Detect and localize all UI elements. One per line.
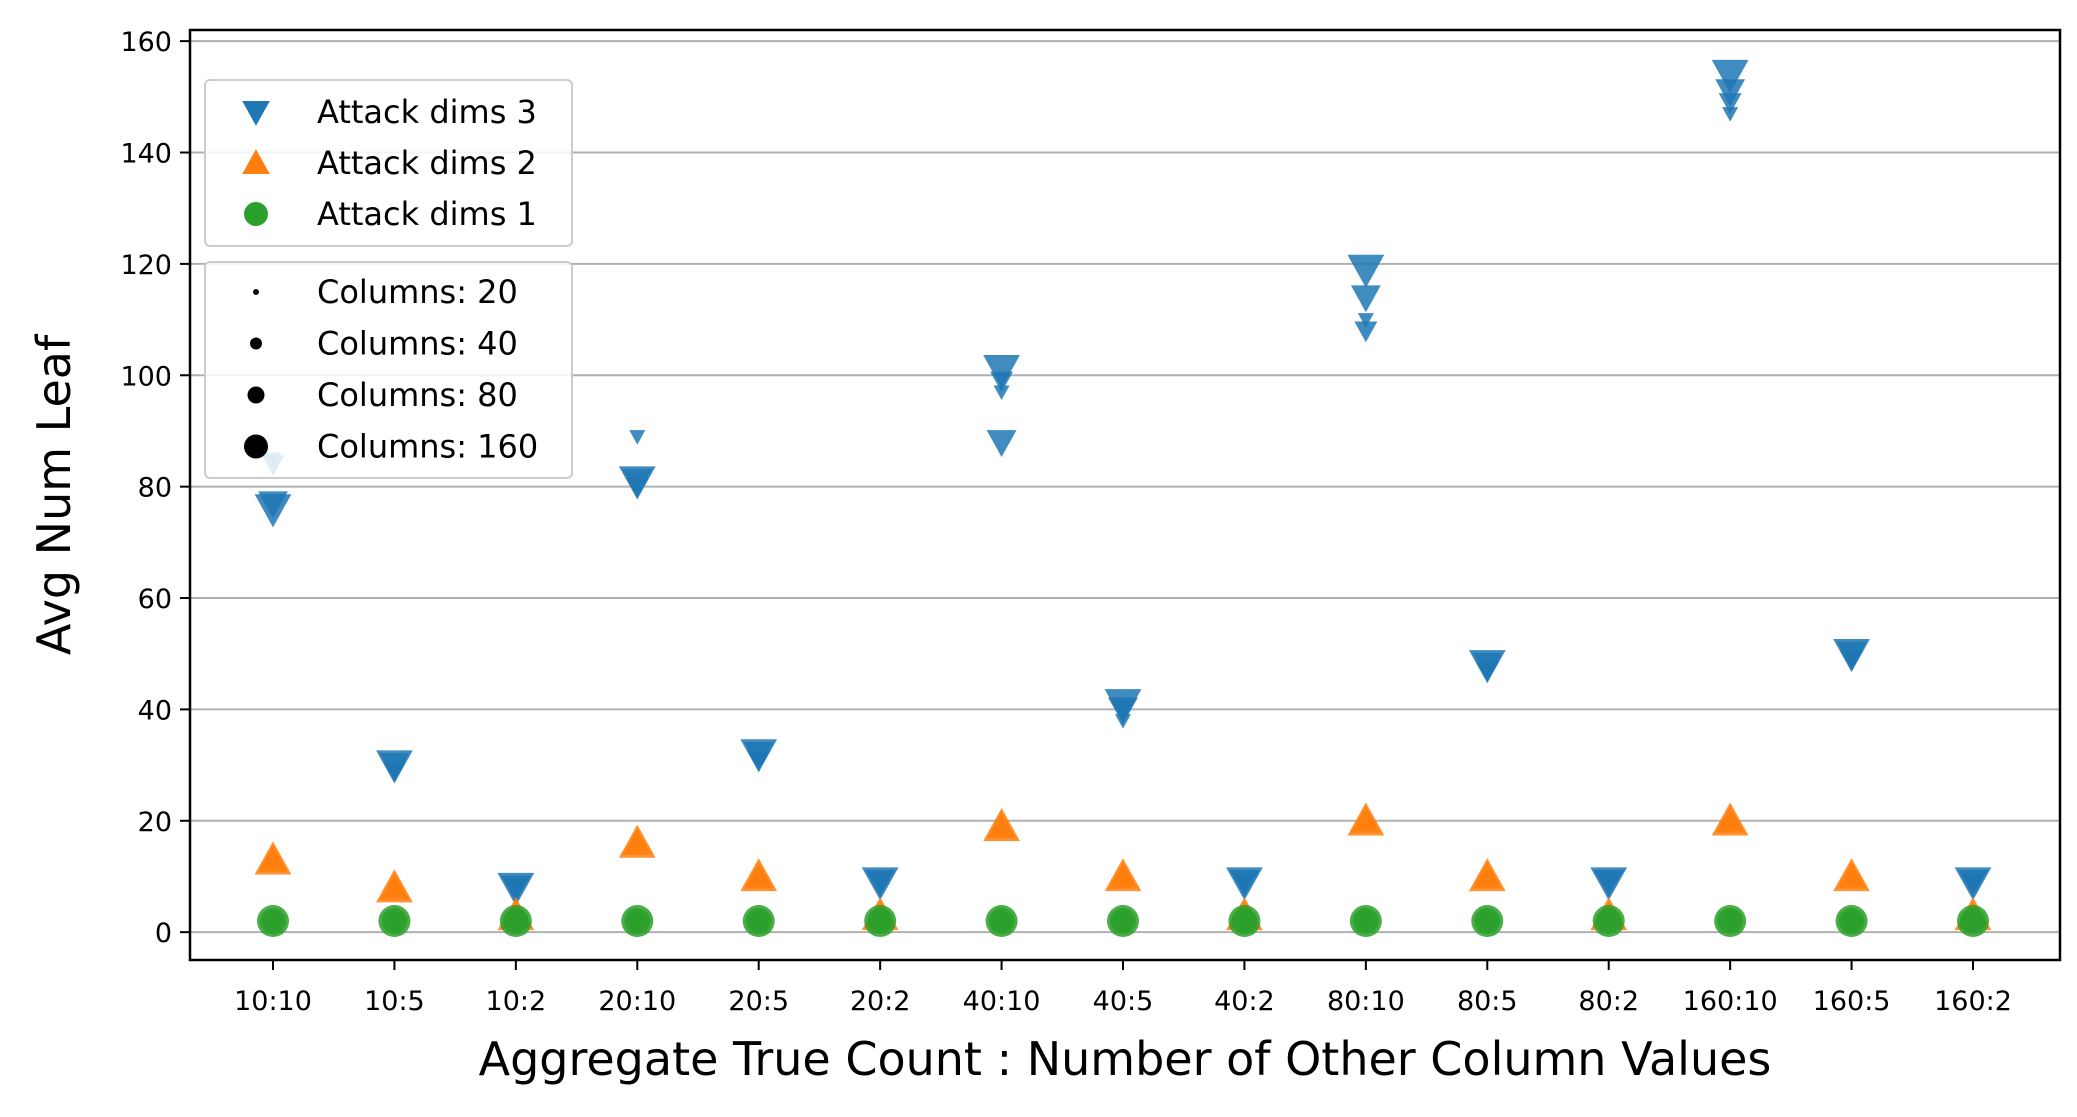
legend-size-marker (244, 434, 268, 459)
x-tick-label-40:2: 40:2 (1214, 986, 1275, 1017)
data-point-attack-dims-1-10-2-c160 (499, 905, 532, 938)
legend-label-size: Columns: 40 (317, 325, 518, 363)
legend-label-size: Columns: 160 (317, 428, 538, 466)
data-point-attack-dims-1-20-10-c160 (621, 905, 654, 938)
x-tick-label-20:10: 20:10 (598, 986, 676, 1017)
x-axis-ticks: 10:10 10:5 10:2 20:10 20:5 20:2 40:10 40:5 40:2 8… (234, 960, 2012, 1017)
y-axis-ticks: 0 20 40 60 80 100 120 140 160 (120, 27, 190, 949)
data-point-attack-dims-3-10-5-c160 (376, 750, 413, 784)
x-tick-label-20:2: 20:2 (850, 986, 911, 1017)
data-point-attack-dims-2-160-10-c160 (1711, 802, 1749, 836)
data-point-attack-dims-3-160-5-c160 (1833, 638, 1870, 673)
legend-label-series: Attack dims 2 (317, 144, 537, 182)
x-tick-label-160:10: 160:10 (1683, 986, 1778, 1017)
data-point-attack-dims-3-40-2-c160 (1226, 867, 1263, 901)
legend-sizes: Columns: 20 Columns: 40 Columns: 80 Columns… (204, 261, 573, 479)
legend-size-marker (253, 289, 259, 295)
x-tick-label-160:2: 160:2 (1934, 986, 2012, 1017)
data-point-attack-dims-1-10-10-c160 (257, 905, 289, 938)
data-point-attack-dims-2-20-10-c160 (618, 824, 656, 858)
data-point-attack-dims-3-160-2-c160 (1954, 867, 1992, 901)
x-tick-label-160:5: 160:5 (1813, 986, 1891, 1017)
x-tick-label-40:5: 40:5 (1093, 986, 1154, 1017)
x-tick-label-80:2: 80:2 (1578, 986, 1639, 1017)
data-point-attack-dims-3-80-10-c80 (1350, 285, 1381, 313)
data-point-attack-dims-3-40-5-c160 (1104, 689, 1142, 723)
x-axis-title: Aggregate True Count : Number of Other C… (479, 1032, 1772, 1086)
data-points (254, 59, 1992, 938)
legend-series: Attack dims 3 Attack dims 2 Attack dims 1 (204, 79, 573, 247)
data-point-attack-dims-1-160-5-c160 (1835, 905, 1868, 938)
data-point-attack-dims-3-40-10-c20 (993, 385, 1010, 401)
data-point-attack-dims-1-160-10-c160 (1714, 905, 1747, 938)
data-point-attack-dims-2-10-5-c160 (376, 869, 413, 903)
data-point-attack-dims-3-80-10-c160 (1347, 254, 1385, 288)
legend-size-marker (250, 337, 262, 350)
x-tick-label-40:10: 40:10 (963, 986, 1041, 1017)
y-tick-label-20: 20 (138, 807, 172, 838)
legend-label-size: Columns: 80 (317, 376, 518, 414)
legend-marker-triangle-up (242, 149, 270, 175)
legend-size-marker (247, 386, 265, 404)
x-tick-label-10:2: 10:2 (486, 986, 547, 1017)
data-point-attack-dims-3-20-10-c160 (618, 466, 656, 500)
y-tick-label-80: 80 (138, 473, 172, 504)
y-tick-label-100: 100 (120, 361, 172, 392)
data-point-attack-dims-2-80-5-c160 (1468, 858, 1506, 892)
y-axis-title: Avg Num Leaf (27, 333, 81, 655)
y-tick-label-60: 60 (138, 584, 172, 615)
data-point-attack-dims-3-80-2-c160 (1590, 867, 1628, 901)
legend-marker-circle (244, 202, 268, 226)
data-point-attack-dims-3-80-5-c160 (1468, 650, 1506, 684)
y-tick-label-120: 120 (120, 250, 172, 281)
data-point-attack-dims-1-10-5-c160 (378, 905, 411, 938)
data-point-attack-dims-3-20-5-c160 (740, 739, 778, 773)
data-point-attack-dims-1-80-2-c160 (1592, 905, 1625, 938)
data-point-attack-dims-3-20-10-c20 (629, 430, 646, 445)
data-point-attack-dims-3-10-2-c160 (497, 872, 535, 907)
y-tick-label-160: 160 (120, 27, 172, 58)
data-point-attack-dims-3-40-10-c80 (986, 430, 1017, 458)
y-tick-label-140: 140 (120, 139, 172, 170)
data-point-attack-dims-2-160-5-c160 (1833, 858, 1870, 892)
legend-label-series: Attack dims 3 (317, 93, 537, 131)
x-tick-label-20:5: 20:5 (728, 986, 789, 1017)
data-point-attack-dims-3-40-10-c160 (983, 354, 1020, 389)
x-tick-label-10:10: 10:10 (234, 986, 312, 1017)
data-point-attack-dims-1-20-5-c160 (742, 905, 775, 938)
data-point-attack-dims-1-20-2-c160 (864, 905, 897, 938)
data-point-attack-dims-2-40-5-c160 (1104, 858, 1142, 892)
legend-label-size: Columns: 20 (317, 273, 518, 311)
y-tick-label-40: 40 (138, 695, 172, 726)
legend-sizes-box (204, 261, 573, 479)
legend-series-box (204, 79, 573, 247)
data-point-attack-dims-1-160-2-c160 (1957, 905, 1989, 938)
x-tick-label-80:5: 80:5 (1457, 986, 1518, 1017)
x-tick-label-80:10: 80:10 (1327, 986, 1405, 1017)
legend-marker-triangle-down (242, 100, 270, 126)
data-point-attack-dims-1-80-5-c160 (1471, 905, 1504, 938)
data-point-attack-dims-3-160-10-c160 (1711, 59, 1749, 93)
y-tick-label-0: 0 (155, 918, 172, 949)
plot-frame (188, 28, 2062, 962)
x-tick-label-10:5: 10:5 (364, 986, 425, 1017)
data-point-attack-dims-1-80-10-c160 (1349, 905, 1382, 938)
data-point-attack-dims-2-80-10-c160 (1347, 802, 1385, 836)
data-point-attack-dims-2-40-10-c160 (983, 807, 1020, 842)
data-point-attack-dims-1-40-5-c160 (1107, 905, 1139, 938)
data-point-attack-dims-3-80-10-c40 (1354, 321, 1378, 343)
data-point-attack-dims-2-10-10-c160 (254, 841, 292, 875)
data-point-attack-dims-3-20-2-c160 (861, 867, 899, 901)
data-point-attack-dims-3-10-10-c160 (254, 494, 292, 528)
data-point-attack-dims-1-40-10-c160 (985, 905, 1018, 938)
data-point-attack-dims-1-40-2-c160 (1228, 905, 1261, 938)
data-point-attack-dims-3-80-10-c20 (1357, 313, 1374, 328)
data-point-attack-dims-2-20-5-c160 (740, 858, 778, 892)
data-point-attack-dims-3-160-10-c20 (1722, 107, 1739, 122)
legend-label-series: Attack dims 1 (317, 195, 537, 233)
